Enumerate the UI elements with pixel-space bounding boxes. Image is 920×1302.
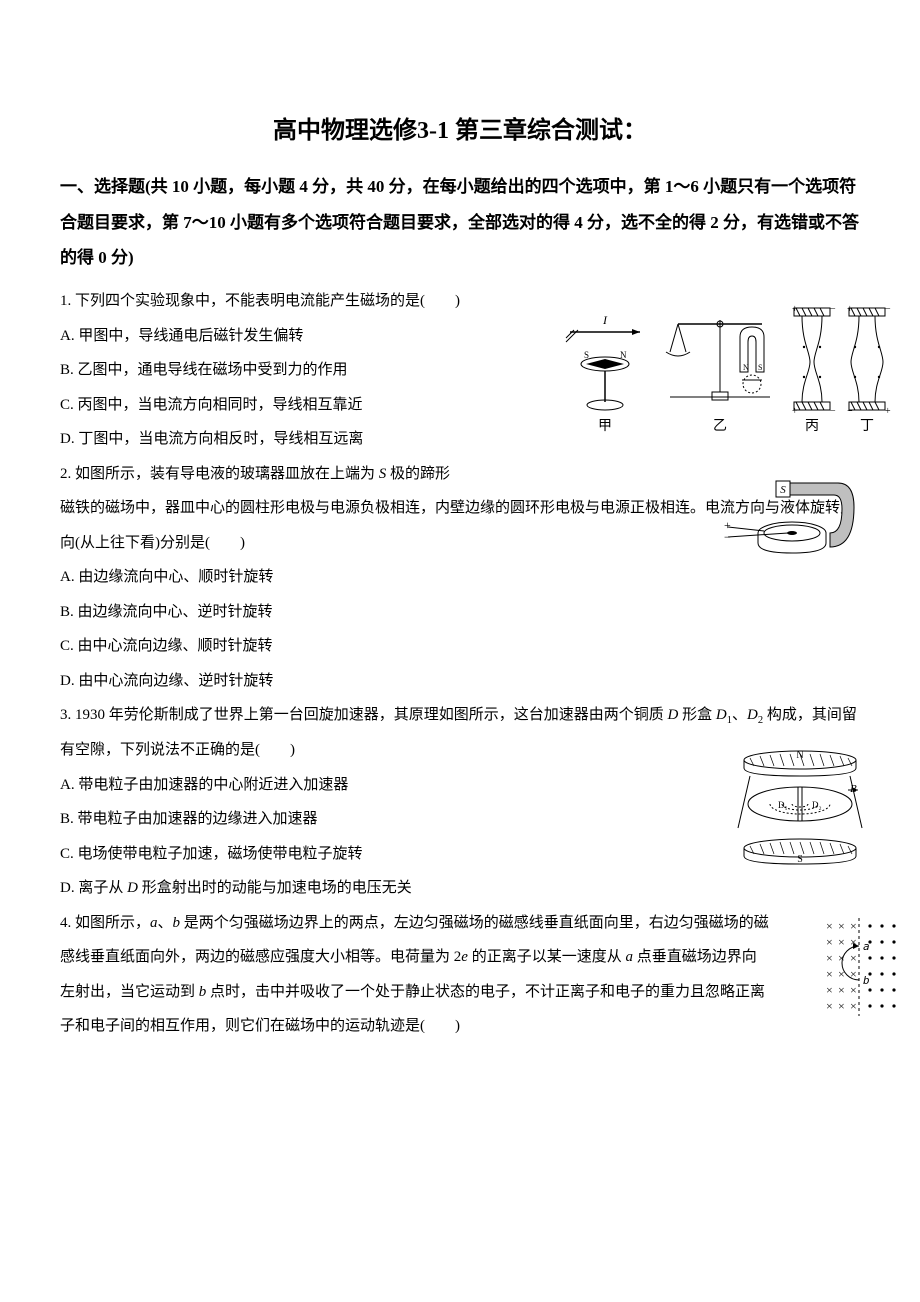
- q2-option-a: A. 由边缘流向中心、顺时针旋转: [60, 560, 860, 595]
- q4-figure: ××× ××× ××× ××× ××× ××× a: [818, 912, 900, 1022]
- page-title: 高中物理选修3-1 第三章综合测试：: [60, 110, 860, 145]
- svg-text:乙: 乙: [713, 418, 727, 434]
- q3-d-d: D: [127, 880, 138, 896]
- q3-d: D: [668, 707, 679, 723]
- svg-text:N: N: [743, 363, 749, 372]
- svg-text:−: −: [830, 406, 836, 417]
- svg-text:S: S: [584, 350, 589, 360]
- q4-b1: b: [173, 915, 181, 931]
- q4-e: e: [461, 949, 468, 965]
- svg-text:×: ×: [826, 919, 835, 933]
- question-4: 4. 如图所示，a、b 是两个匀强磁场边界上的两点，左边匀强磁场的磁感线垂直纸面…: [60, 906, 860, 1044]
- svg-text:−: −: [885, 304, 891, 315]
- svg-text:D₁: D₁: [778, 800, 788, 810]
- q3-stem-p2: 形盒: [678, 707, 716, 723]
- svg-text:×: ×: [850, 983, 859, 997]
- svg-text:甲: 甲: [598, 419, 612, 434]
- svg-text:×: ×: [826, 967, 835, 981]
- svg-text:×: ×: [850, 919, 859, 933]
- svg-text:S: S: [758, 363, 762, 372]
- svg-text:+: +: [885, 406, 891, 417]
- svg-text:丁: 丁: [860, 419, 874, 434]
- q4-a1: a: [150, 915, 158, 931]
- svg-text:×: ×: [838, 935, 847, 949]
- svg-text:+: +: [792, 304, 798, 315]
- svg-text:N: N: [796, 750, 803, 761]
- svg-text:b: b: [863, 974, 872, 987]
- q2-option-d: D. 由中心流向边缘、逆时针旋转: [60, 664, 860, 699]
- svg-text:N: N: [620, 350, 627, 360]
- q1-figure: I S N: [550, 302, 900, 442]
- svg-text:−: −: [830, 304, 836, 315]
- svg-text:S: S: [780, 484, 786, 496]
- q3-d1: D: [716, 707, 727, 723]
- q4-p3: 的正离子以某一速度从: [468, 949, 626, 965]
- q3-d2: D: [747, 707, 758, 723]
- svg-text:+: +: [847, 304, 853, 315]
- svg-text:×: ×: [826, 935, 835, 949]
- q2-stem-p2: 极的蹄形: [386, 466, 450, 482]
- question-2: 2. 如图所示，装有导电液的玻璃器皿放在上端为 S 极的蹄形 磁铁的磁场中，器皿…: [60, 457, 860, 699]
- q3-figure: N D₁ D₂ B: [730, 748, 870, 868]
- svg-text:×: ×: [850, 951, 859, 965]
- q3-d-p1: D. 离子从: [60, 880, 127, 896]
- svg-text:×: ×: [838, 919, 847, 933]
- question-3: 3. 1930 年劳伦斯制成了世界上第一台回旋加速器，其原理如图所示，这台加速器…: [60, 698, 860, 906]
- svg-text:×: ×: [838, 983, 847, 997]
- svg-text:−: −: [724, 530, 731, 544]
- svg-text:×: ×: [826, 983, 835, 997]
- q3-sep: 、: [732, 707, 747, 723]
- svg-text:−: −: [847, 406, 853, 417]
- svg-text:I: I: [602, 313, 608, 327]
- section-instructions: 一、选择题(共 10 小题，每小题 4 分，共 40 分，在每小题给出的四个选项…: [60, 169, 860, 276]
- q3-d-p2: 形盒射出时的动能与加速电场的电压无关: [138, 880, 412, 896]
- q2-figure: S + −: [720, 469, 860, 559]
- svg-text:×: ×: [826, 951, 835, 965]
- svg-text:S: S: [797, 854, 803, 865]
- svg-text:丙: 丙: [805, 419, 819, 434]
- svg-text:×: ×: [826, 999, 835, 1013]
- question-1: 1. 下列四个实验现象中，不能表明电流能产生磁场的是( ) A. 甲图中，导线通…: [60, 284, 860, 457]
- q2-option-c: C. 由中心流向边缘、顺时针旋转: [60, 629, 860, 664]
- q2-stem-p1: 2. 如图所示，装有导电液的玻璃器皿放在上端为: [60, 466, 379, 482]
- q2-option-b: B. 由边缘流向中心、逆时针旋转: [60, 595, 860, 630]
- q3-option-d: D. 离子从 D 形盒射出时的动能与加速电场的电压无关: [60, 871, 860, 906]
- q4-stem: 4. 如图所示，a、b 是两个匀强磁场边界上的两点，左边匀强磁场的磁感线垂直纸面…: [60, 906, 860, 1044]
- svg-text:×: ×: [838, 999, 847, 1013]
- q3-stem-p1: 3. 1930 年劳伦斯制成了世界上第一台回旋加速器，其原理如图所示，这台加速器…: [60, 707, 668, 723]
- svg-text:D₂: D₂: [812, 800, 822, 810]
- svg-text:a: a: [863, 940, 872, 953]
- svg-text:×: ×: [850, 999, 859, 1013]
- q4-p1: 4. 如图所示，: [60, 915, 150, 931]
- q4-sep1: 、: [158, 915, 173, 931]
- svg-text:+: +: [792, 406, 798, 417]
- q4-a2: a: [625, 949, 633, 965]
